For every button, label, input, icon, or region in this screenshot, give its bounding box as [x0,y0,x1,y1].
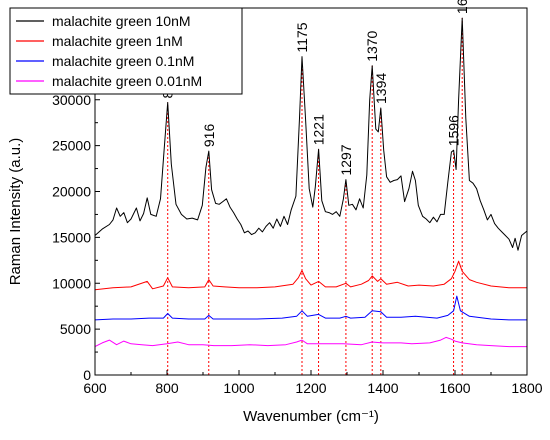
legend-entry-label: malachite green 0.01nM [52,73,202,89]
legend-box [9,7,243,95]
y-tick-label: 10000 [52,275,91,291]
x-tick-label: 1000 [223,380,254,396]
y-tick-label: 20000 [52,184,91,200]
y-tick-label: 25000 [52,138,91,154]
peak-label: 1620 [454,0,470,14]
peak-label: 1175 [294,22,310,52]
x-axis: 600 800 1000 1200 1400 1600 1800 [83,370,543,396]
peak-label: 916 [201,124,217,148]
series-line [94,336,527,348]
y-tick-label: 30000 [52,92,91,108]
peak-label: 1394 [373,73,389,104]
x-tick-label: 1400 [367,380,398,396]
x-tick-label: 600 [83,380,107,396]
y-axis-label: Raman Intensity (a.u.) [7,138,24,286]
series-line [94,17,528,251]
x-tick-label: 800 [155,380,179,396]
peak-label: 1596 [446,115,462,146]
legend-entry-label: malachite green 0.1nM [52,53,194,69]
peak-label: 1221 [311,114,327,145]
y-tick-label: 15000 [52,229,91,245]
legend-entry-label: malachite green 10nM [52,13,191,29]
series-line [94,260,527,291]
legend: malachite green 10nM malachite green 1nM m… [9,7,243,95]
series-line [94,295,527,321]
peak-label: 1370 [364,30,380,61]
legend-entry-label: malachite green 1nM [52,33,183,49]
peak-label: 1297 [338,144,354,175]
series-lines [94,17,528,348]
y-tick-label: 5000 [60,321,91,337]
x-tick-label: 1800 [511,380,542,396]
x-tick-label: 1600 [439,380,470,396]
x-axis-label: Wavenumber (cm⁻¹) [243,408,379,425]
x-tick-label: 1200 [295,380,326,396]
peak-guide-lines [167,18,463,375]
y-tick-label: 0 [83,367,91,383]
